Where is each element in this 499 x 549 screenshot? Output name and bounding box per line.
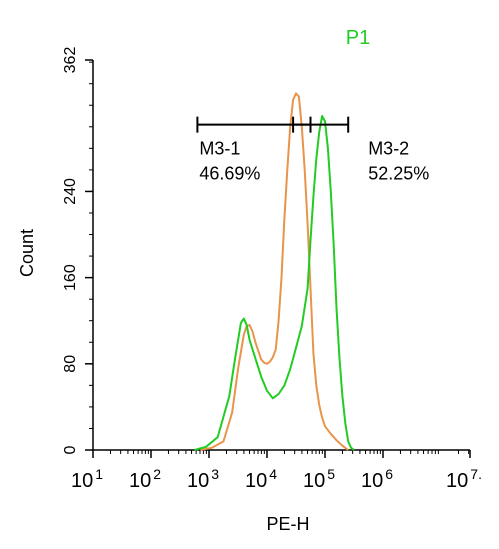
x-tick-label: 10 4 (245, 466, 277, 492)
gate-percent: 52.25% (368, 164, 429, 184)
x-tick-label: 10 6 (361, 466, 393, 492)
gate-label: M3-2 (368, 139, 409, 159)
gate-percent: 46.69% (199, 164, 260, 184)
y-axis-label: Count (17, 229, 37, 277)
x-axis-label: PE-H (266, 514, 309, 534)
data-series (194, 92, 355, 451)
gate-label: M3-1 (199, 139, 240, 159)
y-tick-label: 240 (62, 178, 79, 205)
x-tick-label: 10 2 (129, 466, 161, 492)
x-tick-label: 10 5 (303, 466, 335, 492)
chart-title: P1 (346, 27, 370, 49)
x-tick-label: 10 1 (71, 466, 103, 492)
y-tick-label: 80 (62, 355, 79, 373)
y-tick-label: 362 (62, 47, 79, 74)
axes: 0 80 160 240 362 10 1 10 2 10 3 10 4 10 5 10 6 10 7. (62, 47, 482, 492)
y-tick-label: 160 (62, 264, 79, 291)
histogram-series-line-2 (194, 115, 355, 451)
y-tick-label: 0 (62, 445, 79, 454)
x-tick-label: 10 7. (446, 466, 482, 492)
x-tick-label: 10 3 (187, 466, 219, 492)
gate-markers: M3-1 46.69% M3-2 52.25% (196, 116, 429, 184)
